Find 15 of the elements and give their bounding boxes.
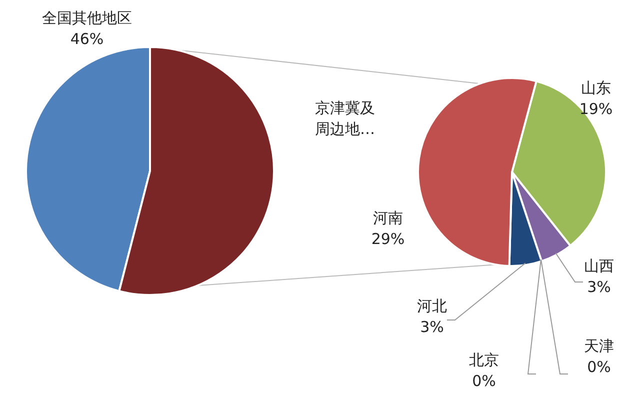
- slice-label: 全国其他地区: [41, 8, 133, 29]
- slice-label: 河南: [372, 208, 404, 229]
- data-label: 29%: [370, 229, 406, 250]
- text: 0%: [587, 358, 611, 376]
- data-label: 46%: [69, 29, 105, 50]
- text: 0%: [472, 372, 496, 390]
- data-label: 3%: [586, 277, 612, 298]
- slice-label: 河北: [416, 296, 448, 317]
- category-label: 天津: [584, 337, 614, 355]
- data-label: 3%: [419, 317, 445, 338]
- slice-label: 山东: [580, 78, 612, 99]
- data-label: 19%: [578, 99, 614, 120]
- slice-label: 山西: [583, 256, 615, 277]
- category-label: 北京: [469, 351, 499, 369]
- slice-label: 京津冀及周边地…: [314, 98, 376, 140]
